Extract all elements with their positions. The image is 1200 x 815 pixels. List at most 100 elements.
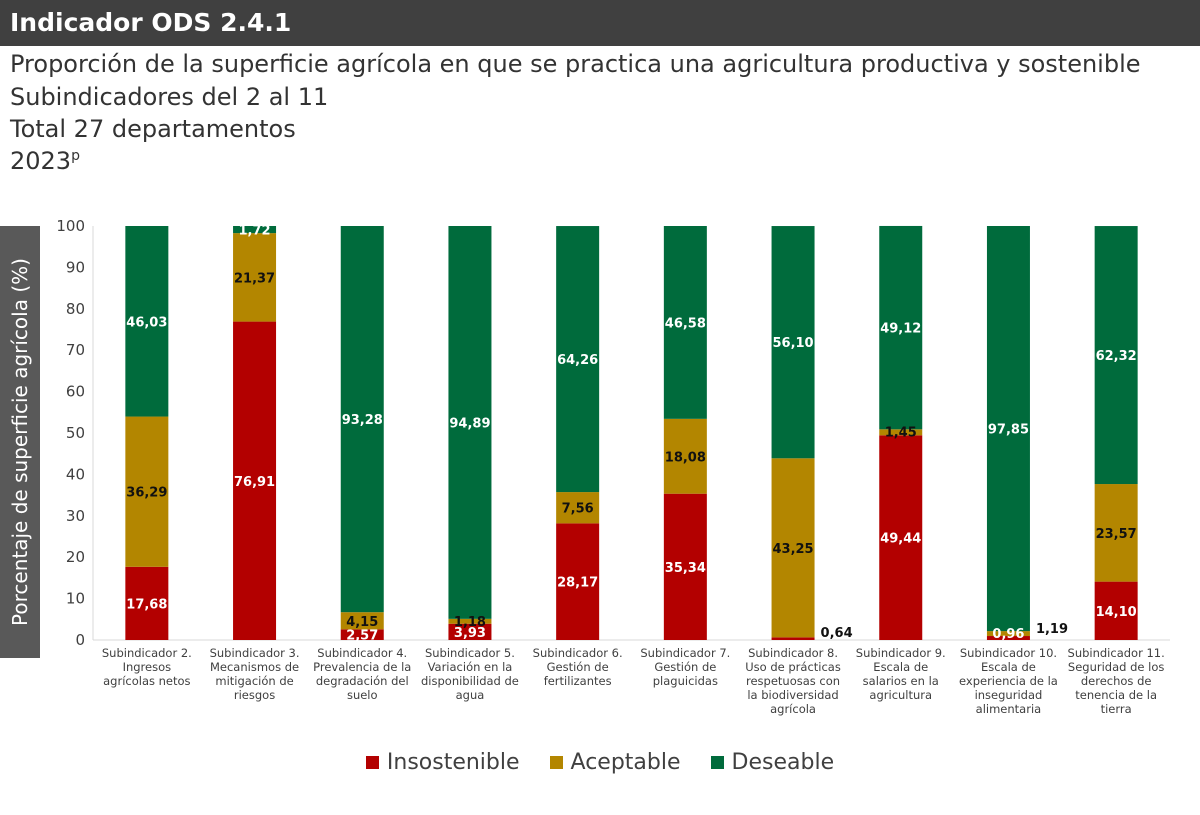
bar-insostenible [556,523,600,640]
y-tick-label: 50 [66,424,85,442]
y-tick-label: 90 [66,258,85,276]
legend: Insostenible Aceptable Deseable [0,750,1200,775]
y-tick-label: 70 [66,341,85,359]
bar-aceptable [233,233,277,322]
bar-deseable [771,226,815,459]
bar-deseable [1094,226,1138,485]
x-tick-label: Subindicador 7. Gestión de plaguicidas [640,646,730,688]
legend-item: Deseable [710,750,835,775]
bar-deseable [879,225,923,430]
chart-year: 2023p [10,147,80,175]
y-tick-label: 40 [66,465,85,483]
legend-item: Insostenible [365,750,520,775]
data-label: 0,96 [992,627,1024,642]
data-label: 28,17 [557,576,598,591]
chart-subtitle: Proporción de la superficie agrícola en … [10,50,1141,78]
y-tick-label: 60 [66,383,85,401]
bar-aceptable [663,418,707,494]
bar-insostenible [1094,581,1138,640]
data-label: 21,37 [234,271,275,286]
data-label: 43,25 [772,542,813,557]
legend-label: Aceptable [570,750,681,775]
bar-aceptable [125,416,169,567]
bar-aceptable [986,631,1030,637]
legend-swatch [710,756,724,769]
data-label: 7,56 [562,502,594,517]
x-tick-label: Subindicador 10. Escala de experiencia de … [959,646,1058,716]
year: 2023 [10,147,72,175]
bar-insostenible [986,636,1030,640]
x-tick-label: Subindicador 6. Gestión de fertilizantes [533,646,623,688]
data-label: 1,19 [1036,622,1068,637]
bar-deseable [986,226,1030,632]
x-tick-label: Subindicador 9. Escala de salarios en la ag… [856,646,946,702]
data-label: 56,10 [772,336,813,351]
bar-deseable [556,226,600,493]
data-label: 3,93 [454,626,486,641]
legend-swatch [365,756,379,769]
data-label: 97,85 [988,423,1029,438]
data-label: 64,26 [557,353,598,368]
y-tick-label: 20 [66,548,85,566]
y-tick-label: 0 [75,631,85,649]
x-tick-label: Subindicador 8. Uso de prácticas respetuos… [745,646,841,716]
bar-deseable [233,226,277,234]
bar-aceptable [879,429,923,436]
y-tick-label: 100 [56,217,85,235]
data-label: 46,58 [665,316,706,331]
data-label: 49,12 [880,322,921,337]
data-label: 0,64 [821,626,853,641]
bar-insostenible [663,493,707,640]
y-tick-label: 30 [66,507,85,525]
bar-insostenible [448,623,492,640]
data-label: 35,34 [665,561,706,576]
bar-deseable [340,226,384,613]
data-label: 1,72 [239,224,271,239]
data-label: 1,18 [454,615,486,630]
y-tick-label: 80 [66,300,85,318]
chart-subtitle: Subindicadores del 2 al 11 [10,83,329,111]
data-label: 94,89 [449,416,490,431]
data-label: 4,15 [346,615,378,630]
bar-aceptable [448,618,492,624]
data-label: 49,44 [880,532,921,547]
legend-label: Insostenible [386,750,520,775]
x-tick-label: Subindicador 2. Ingresos agrícolas netos [102,646,192,688]
data-label: 62,32 [1096,349,1137,364]
data-label: 14,10 [1096,605,1137,620]
data-label: 18,08 [665,450,706,465]
data-label: 2,57 [346,629,378,644]
x-tick-label: Subindicador 4. Prevalencia de la degradac… [313,646,411,702]
legend-label: Deseable [731,750,835,775]
bar-insostenible [340,629,384,640]
data-label: 36,29 [126,486,167,501]
bar-aceptable [771,458,815,638]
y-axis-label-box: Porcentaje de superficie agrícola (%) [0,226,40,658]
data-label: 93,28 [342,413,383,428]
data-label: 17,68 [126,597,167,612]
year-superscript: p [71,148,80,164]
data-label: 46,03 [126,315,167,330]
y-tick-label: 10 [66,590,85,608]
data-label: 1,45 [885,425,917,440]
bar-deseable [125,226,169,417]
bar-insostenible [125,566,169,640]
legend-item: Aceptable [549,750,681,775]
legend-swatch [549,756,563,769]
bar-deseable [663,226,707,419]
x-tick-label: Subindicador 5. Variación en la disponibil… [421,646,519,702]
x-tick-label: Subindicador 3. Mecanismos de mitigación d… [210,646,300,702]
chart-subtitle: Total 27 departamentos [10,115,296,143]
data-label: 76,91 [234,475,275,490]
x-tick-label: Subindicador 11. Seguridad de los derechos… [1068,646,1165,716]
bar-insostenible [771,637,815,640]
bar-aceptable [340,612,384,630]
bar-insostenible [233,321,277,640]
data-label: 23,57 [1096,527,1137,542]
bar-insostenible [879,435,923,640]
bar-deseable [448,226,492,619]
bar-aceptable [556,492,600,524]
bar-aceptable [1094,484,1138,582]
header-title: Indicador ODS 2.4.1 [0,0,1200,46]
